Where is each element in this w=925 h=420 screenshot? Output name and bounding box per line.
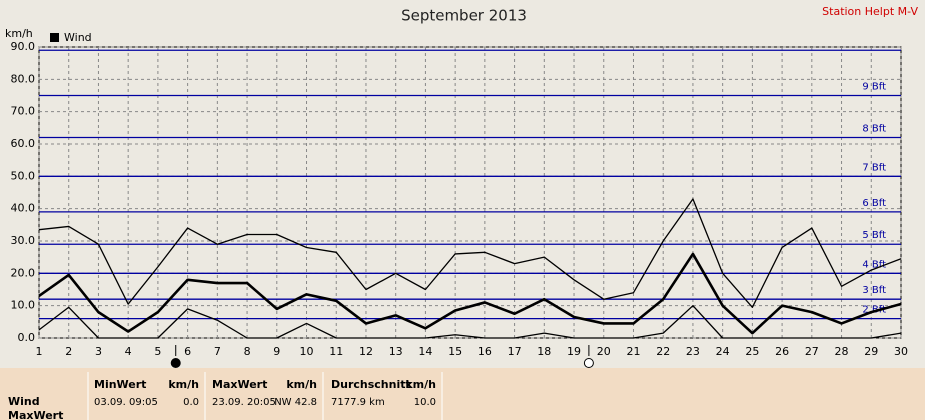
col-when: 03.09. 09:05 <box>94 397 158 408</box>
y-tick-label: 90.0 <box>11 40 36 53</box>
col-value: NW 42.8 <box>274 397 317 408</box>
x-tick-label: 25 <box>745 345 759 358</box>
col-when: 7177.9 km <box>331 397 385 408</box>
x-tick-label: 18 <box>537 345 551 358</box>
beaufort-label: 4 Bft <box>862 259 886 270</box>
col-title: MinWert <box>94 378 146 391</box>
legend-swatch <box>50 33 59 42</box>
y-tick-label: 60.0 <box>11 137 36 150</box>
x-tick-label: 30 <box>894 345 908 358</box>
plot-area <box>38 46 902 339</box>
x-tick-label: 11 <box>329 345 343 358</box>
x-tick-label: 12 <box>359 345 373 358</box>
y-tick-label: 50.0 <box>11 169 36 182</box>
y-tick-label: 80.0 <box>11 72 36 85</box>
y-tick-label: 40.0 <box>11 202 36 215</box>
moon-marker <box>170 358 181 368</box>
beaufort-label: 5 Bft <box>862 230 886 241</box>
x-tick-label: 20 <box>597 345 611 358</box>
y-tick-label: 20.0 <box>11 266 36 279</box>
wind-line <box>38 305 902 339</box>
x-tick-label: 5 <box>154 345 161 358</box>
col-title: MaxWert <box>212 378 267 391</box>
x-tick-label: 22 <box>656 345 670 358</box>
x-tick-label: 4 <box>125 345 132 358</box>
x-tick-label: 21 <box>626 345 640 358</box>
beaufort-label: 7 Bft <box>862 162 886 173</box>
beaufort-label: 9 Bft <box>862 82 886 93</box>
x-tick-label: 2 <box>65 345 72 358</box>
x-tick-label: 17 <box>508 345 522 358</box>
row-label: Wind <box>8 395 40 408</box>
col-value: 10.0 <box>414 397 436 408</box>
col-value: 0.0 <box>183 397 199 408</box>
beaufort-label: 6 Bft <box>862 198 886 209</box>
station-name: Station Helpt M-V <box>822 5 918 18</box>
y-tick-label: 10.0 <box>11 299 36 312</box>
x-tick-label: 13 <box>389 345 403 358</box>
col-unit: km/h <box>405 378 436 391</box>
legend-label: Wind <box>64 31 92 44</box>
x-tick-label: 28 <box>835 345 849 358</box>
x-tick-label: 9 <box>273 345 280 358</box>
y-tick-label: 30.0 <box>11 234 36 247</box>
col-unit: km/h <box>286 378 317 391</box>
y-tick-label: 70.0 <box>11 105 36 118</box>
chart-title: September 2013 <box>401 7 527 25</box>
x-tick-label: 6 <box>184 345 191 358</box>
x-tick-label: 26 <box>775 345 789 358</box>
beaufort-label: 8 Bft <box>862 124 886 135</box>
x-tick-label: 1 <box>36 345 43 358</box>
col-title: Durchschnitt <box>331 378 411 391</box>
x-tick-label: 8 <box>244 345 251 358</box>
wind-line <box>38 252 902 335</box>
y-tick-label: 0.0 <box>18 331 36 344</box>
moon-marker <box>583 358 594 368</box>
stat-table: Wind MaxWert MinWert km/h 03.09. 09:05 0.0 M… <box>8 372 443 420</box>
x-tick-label: 27 <box>805 345 819 358</box>
x-tick-label: 24 <box>716 345 730 358</box>
col-when: 23.09. 20:05 <box>212 397 276 408</box>
col-unit: km/h <box>168 378 199 391</box>
x-tick-label: 19 <box>567 345 581 358</box>
x-tick-label: 3 <box>95 345 102 358</box>
x-tick-label: 23 <box>686 345 700 358</box>
x-tick-label: 7 <box>214 345 221 358</box>
wind-line <box>38 198 902 308</box>
table-panel <box>0 368 925 420</box>
x-tick-label: 29 <box>864 345 878 358</box>
x-tick-label: 16 <box>478 345 492 358</box>
beaufort-label: 3 Bft <box>862 285 886 296</box>
x-tick-label: 15 <box>448 345 462 358</box>
x-tick-label: 14 <box>418 345 432 358</box>
y-axis-label: km/h <box>5 27 33 40</box>
x-tick-label: 10 <box>300 345 314 358</box>
row-label: MaxWert <box>8 409 63 420</box>
